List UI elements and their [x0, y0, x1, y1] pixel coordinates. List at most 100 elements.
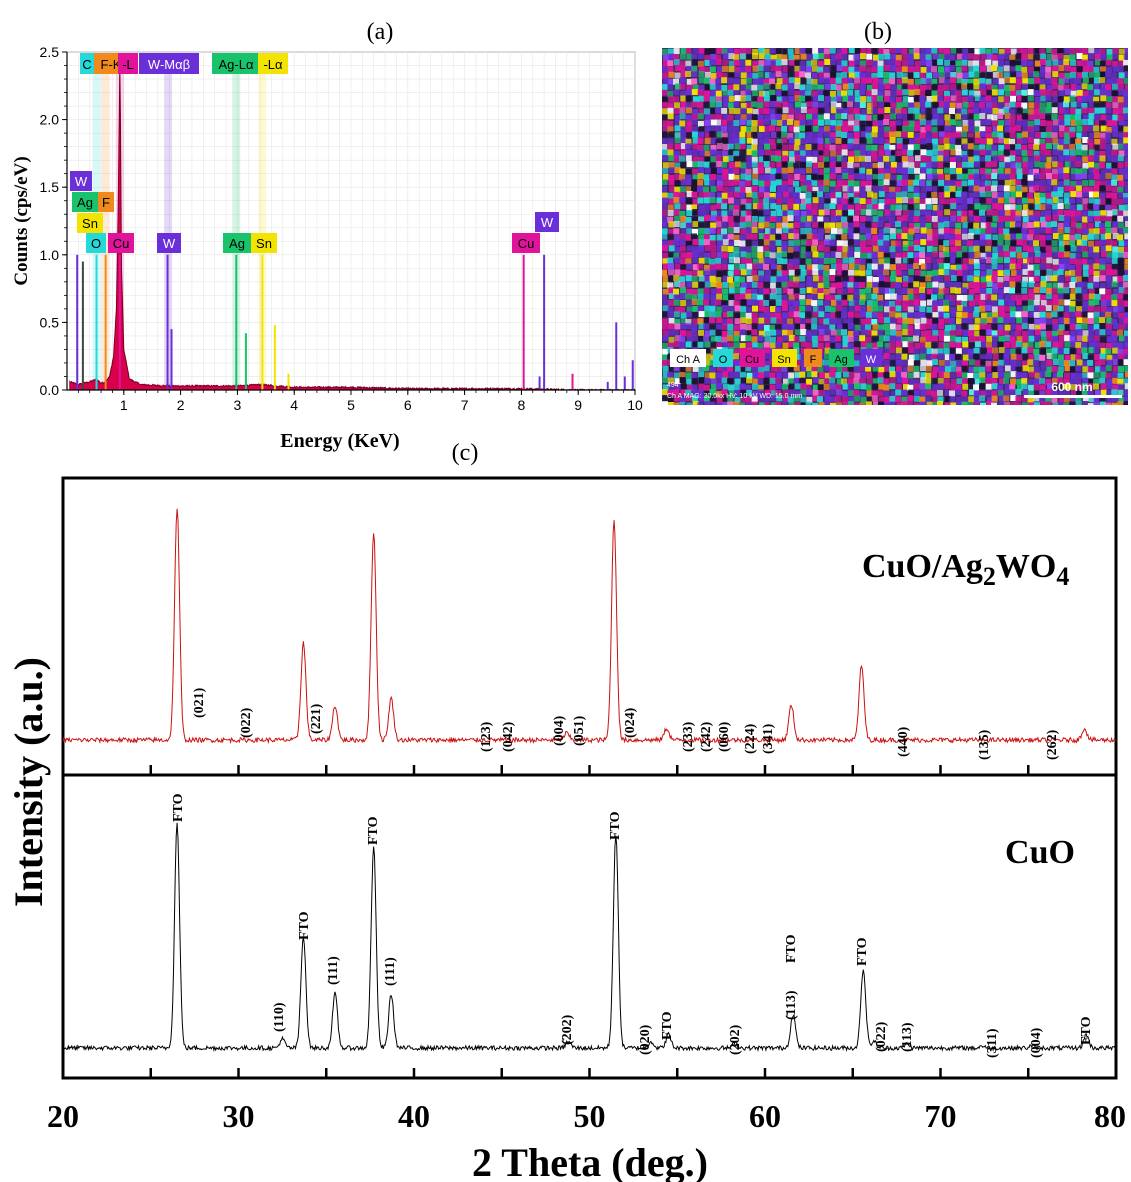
map-pixel — [1021, 281, 1028, 288]
map-pixel — [734, 318, 741, 325]
map-pixel — [1075, 138, 1082, 145]
map-pixel — [1033, 168, 1040, 175]
map-pixel — [925, 108, 932, 115]
map-pixel — [733, 101, 740, 108]
map-pixel — [919, 84, 926, 91]
map-pixel — [1010, 294, 1017, 301]
map-pixel — [1123, 65, 1128, 72]
hkl-label: (004) — [552, 715, 567, 746]
map-pixel — [703, 390, 710, 397]
map-pixel — [679, 197, 686, 204]
map-pixel — [1003, 65, 1010, 72]
map-pixel — [788, 258, 795, 265]
map-pixel — [781, 125, 788, 132]
map-pixel — [907, 53, 914, 60]
map-pixel — [1082, 228, 1089, 235]
map-pixel — [739, 263, 746, 270]
map-pixel — [998, 155, 1005, 162]
map-pixel — [751, 120, 758, 127]
map-pixel — [901, 389, 908, 396]
map-pixel — [770, 210, 777, 217]
map-pixel — [1057, 161, 1064, 168]
map-pixel — [974, 324, 981, 331]
map-pixel — [889, 216, 896, 223]
map-pixel — [860, 383, 867, 390]
map-pixel — [751, 269, 758, 276]
map-pixel — [931, 126, 938, 133]
map-pixel — [752, 167, 759, 174]
map-pixel — [703, 186, 710, 193]
map-pixel — [662, 84, 669, 91]
map-pixel — [841, 138, 848, 145]
map-pixel — [715, 257, 722, 264]
map-pixel — [841, 378, 848, 385]
map-legend-f: F — [810, 354, 817, 366]
map-pixel — [992, 317, 999, 324]
map-pixel — [1082, 90, 1089, 97]
map-pixel — [752, 258, 759, 265]
map-pixel — [775, 390, 782, 397]
map-pixel — [1004, 102, 1011, 109]
map-pixel — [1100, 371, 1107, 378]
map-pixel — [829, 275, 836, 282]
map-pixel — [830, 167, 837, 174]
map-pixel — [883, 48, 890, 55]
map-pixel — [1015, 143, 1022, 150]
map-pixel — [926, 48, 933, 55]
map-pixel — [679, 53, 686, 60]
map-pixel — [830, 96, 837, 103]
map-pixel — [985, 234, 992, 241]
map-pixel — [877, 90, 884, 97]
map-pixel — [1015, 162, 1022, 169]
map-pixel — [974, 179, 981, 186]
map-pixel — [1064, 335, 1071, 342]
map-pixel — [722, 144, 729, 151]
map-pixel — [1088, 329, 1095, 336]
map-pixel — [692, 174, 699, 181]
map-pixel — [932, 83, 939, 90]
map-pixel — [662, 365, 669, 372]
map-pixel — [901, 174, 908, 181]
map-pixel — [950, 215, 957, 222]
map-pixel — [674, 378, 681, 385]
map-pixel — [943, 95, 950, 102]
map-pixel — [733, 330, 740, 337]
map-pixel — [1021, 96, 1028, 103]
map-pixel — [1039, 192, 1046, 199]
map-pixel — [734, 389, 741, 396]
map-pixel — [866, 396, 873, 403]
map-pixel — [866, 150, 873, 157]
map-pixel — [674, 246, 681, 253]
map-pixel — [1123, 294, 1128, 301]
map-pixel — [1033, 390, 1040, 397]
map-pixel — [752, 342, 759, 349]
map-pixel — [1094, 120, 1101, 127]
map-pixel — [848, 197, 855, 204]
map-pixel — [1016, 71, 1023, 78]
map-pixel — [691, 324, 698, 331]
map-pixel — [1075, 252, 1082, 259]
map-pixel — [817, 84, 824, 91]
map-pixel — [1052, 149, 1059, 156]
map-legend-w: W — [866, 354, 877, 366]
map-pixel — [710, 341, 717, 348]
map-pixel — [1051, 365, 1058, 372]
map-pixel — [962, 119, 969, 126]
map-pixel — [1010, 353, 1017, 360]
map-pixel — [829, 137, 836, 144]
map-pixel — [806, 119, 813, 126]
map-pixel — [781, 137, 788, 144]
map-pixel — [704, 234, 711, 241]
map-pixel — [812, 197, 819, 204]
map-pixel — [895, 131, 902, 138]
map-pixel — [997, 215, 1004, 222]
map-pixel — [782, 378, 789, 385]
map-pixel — [728, 95, 735, 102]
map-pixel — [1051, 384, 1058, 391]
map-pixel — [1075, 114, 1082, 121]
map-pixel — [1052, 83, 1059, 90]
map-pixel — [1081, 119, 1088, 126]
map-pixel — [793, 276, 800, 283]
eds-marker-w-3 — [535, 212, 559, 232]
map-pixel — [1081, 239, 1088, 246]
